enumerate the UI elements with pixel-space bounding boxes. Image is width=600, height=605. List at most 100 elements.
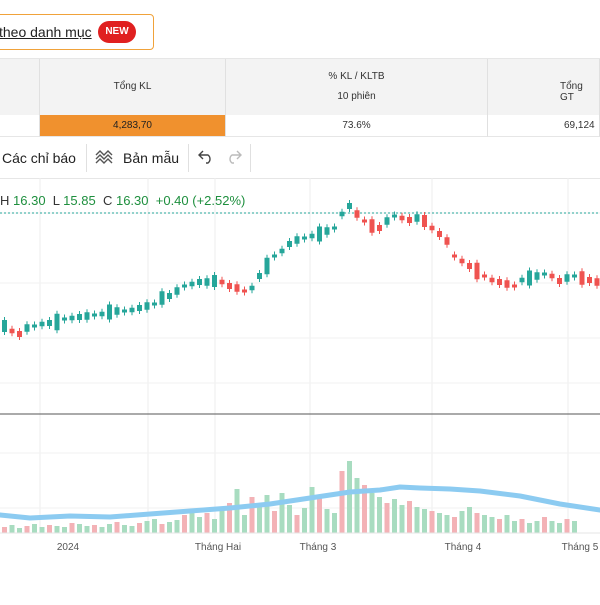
volume-bar (144, 521, 150, 533)
candle-body (512, 284, 517, 288)
high-label: H (0, 193, 10, 208)
candlestick-chart[interactable]: 2024 Tháng Hai Tháng 3 Tháng 4 Tháng 5 (0, 178, 600, 600)
stats-header-label: Tổng GT (560, 81, 583, 103)
toolbar-divider (188, 144, 189, 172)
indicators-button[interactable]: Các chỉ báo (2, 150, 76, 166)
candle-body (534, 272, 540, 280)
candle-body (527, 270, 532, 286)
volume-bar (317, 498, 322, 533)
volume-bar (264, 495, 270, 533)
candle-body (189, 281, 195, 287)
volume-bar (182, 515, 187, 533)
volume-bar (384, 503, 390, 533)
candle-body (249, 285, 255, 291)
category-pill[interactable]: theo danh mục NEW (0, 14, 154, 50)
candle-body (227, 283, 232, 289)
volume-bar (572, 521, 577, 533)
volume-bar (24, 526, 30, 533)
volume-bar (159, 524, 165, 533)
category-link[interactable]: theo danh mục (0, 24, 92, 40)
candle-body (317, 226, 322, 242)
volume-bar (557, 523, 562, 533)
volume-bar (92, 525, 97, 533)
volume-bar (69, 523, 75, 533)
candle-body (294, 236, 300, 244)
candle-body (579, 271, 585, 285)
volume-bar (9, 525, 15, 533)
candles (2, 200, 600, 340)
candle-body (549, 273, 555, 279)
volume-bar (504, 515, 510, 533)
volume-bar (527, 523, 532, 533)
candle-body (122, 309, 127, 313)
candle-body (47, 320, 52, 326)
volume-bar (249, 497, 255, 533)
volume-bar (437, 513, 442, 533)
chart-toolbar: Các chỉ báo Bản mẫu (0, 138, 600, 179)
volume-bar (324, 509, 330, 533)
volume-bar (287, 505, 292, 533)
candle-body (519, 277, 525, 283)
volume-bar (99, 527, 105, 533)
templates-icon[interactable] (95, 148, 115, 171)
candle-body (594, 278, 600, 286)
templates-button[interactable]: Bản mẫu (123, 150, 180, 166)
candle-body (137, 305, 142, 311)
candle-body (309, 233, 315, 239)
candle-body (504, 280, 510, 288)
candle-body (587, 277, 592, 283)
volume-bar (542, 517, 547, 533)
volume-bar (512, 521, 517, 533)
candle-body (279, 248, 285, 254)
volume-bar (294, 515, 300, 533)
close-value: 16.30 (115, 193, 149, 208)
candle-body (354, 210, 360, 218)
stats-table: Tổng KL % KL / KLTB 10 phiên Tổng GT 4,2… (0, 58, 600, 139)
candle-body (39, 321, 45, 327)
toolbar-divider (86, 144, 87, 172)
volume-bar (474, 513, 480, 533)
candle-body (377, 225, 382, 231)
candle-body (114, 307, 120, 315)
volume-bar (167, 522, 172, 533)
toolbar-divider (250, 144, 251, 172)
stats-value-volume-ratio: 73.6% (226, 115, 488, 137)
stats-header-total-volume: Tổng KL (40, 59, 226, 115)
stats-header-label: Tổng KL (113, 81, 152, 92)
candle-body (204, 278, 210, 286)
time-axis-label: Tháng 4 (445, 542, 482, 553)
candle-body (482, 274, 487, 278)
stats-header-sublabel: 10 phiên (337, 91, 376, 102)
candle-body (474, 262, 480, 280)
candle-body (24, 324, 30, 332)
candle-body (212, 275, 217, 287)
candle-body (84, 312, 90, 320)
candle-body (32, 324, 37, 328)
candle-body (564, 274, 570, 282)
candle-body (77, 314, 82, 320)
candle-body (197, 279, 202, 285)
volume-bar (107, 524, 112, 533)
volume-ma-line (0, 484, 600, 521)
volume-bar (309, 487, 315, 533)
low-label: L (52, 193, 60, 208)
volume-bar (62, 527, 67, 533)
stats-value-blank (0, 115, 40, 137)
undo-icon[interactable] (198, 150, 214, 169)
price-chart[interactable]: 2024 Tháng Hai Tháng 3 Tháng 4 Tháng 5 H 16.… (0, 178, 600, 600)
redo-icon[interactable] (226, 150, 242, 169)
volume-bar (39, 527, 45, 533)
candle-body (152, 302, 157, 306)
time-axis-label: Tháng 3 (300, 542, 337, 553)
candle-body (542, 272, 547, 276)
stats-value-total-volume: 4,283,70 (40, 115, 226, 137)
volume-bar (242, 515, 247, 533)
candle-body (459, 258, 465, 264)
candle-body (144, 302, 150, 310)
candle-body (452, 254, 457, 258)
time-axis: 2024 Tháng Hai Tháng 3 Tháng 4 Tháng 5 (57, 542, 599, 553)
volume-bar (407, 501, 412, 533)
volume-bar (204, 513, 210, 533)
volume-bar (54, 526, 60, 533)
candle-body (347, 203, 352, 209)
